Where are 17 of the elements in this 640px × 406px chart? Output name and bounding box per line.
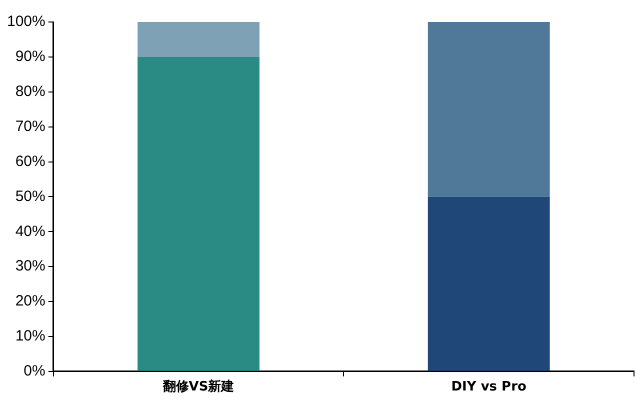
y-tick-label: 30% [15, 258, 46, 275]
x-tick-label: DIY vs Pro [451, 380, 526, 395]
y-tick-label: 50% [15, 188, 46, 205]
y-tick-label: 80% [15, 83, 46, 100]
bar [138, 22, 260, 57]
y-tick-label: 40% [15, 222, 46, 240]
bar [428, 22, 550, 197]
bar [138, 56, 260, 371]
y-tick-label: 10% [15, 328, 46, 345]
y-tick-label: 90% [15, 48, 46, 66]
x-tick-label: 翻修VS新建 [162, 378, 234, 395]
y-tick-label: 100% [6, 13, 46, 30]
y-tick-label: 20% [15, 292, 46, 310]
bar [428, 196, 550, 371]
y-tick-label: 60% [15, 152, 46, 170]
y-tick-label: 0% [24, 362, 46, 380]
y-tick-label: 70% [15, 118, 46, 135]
